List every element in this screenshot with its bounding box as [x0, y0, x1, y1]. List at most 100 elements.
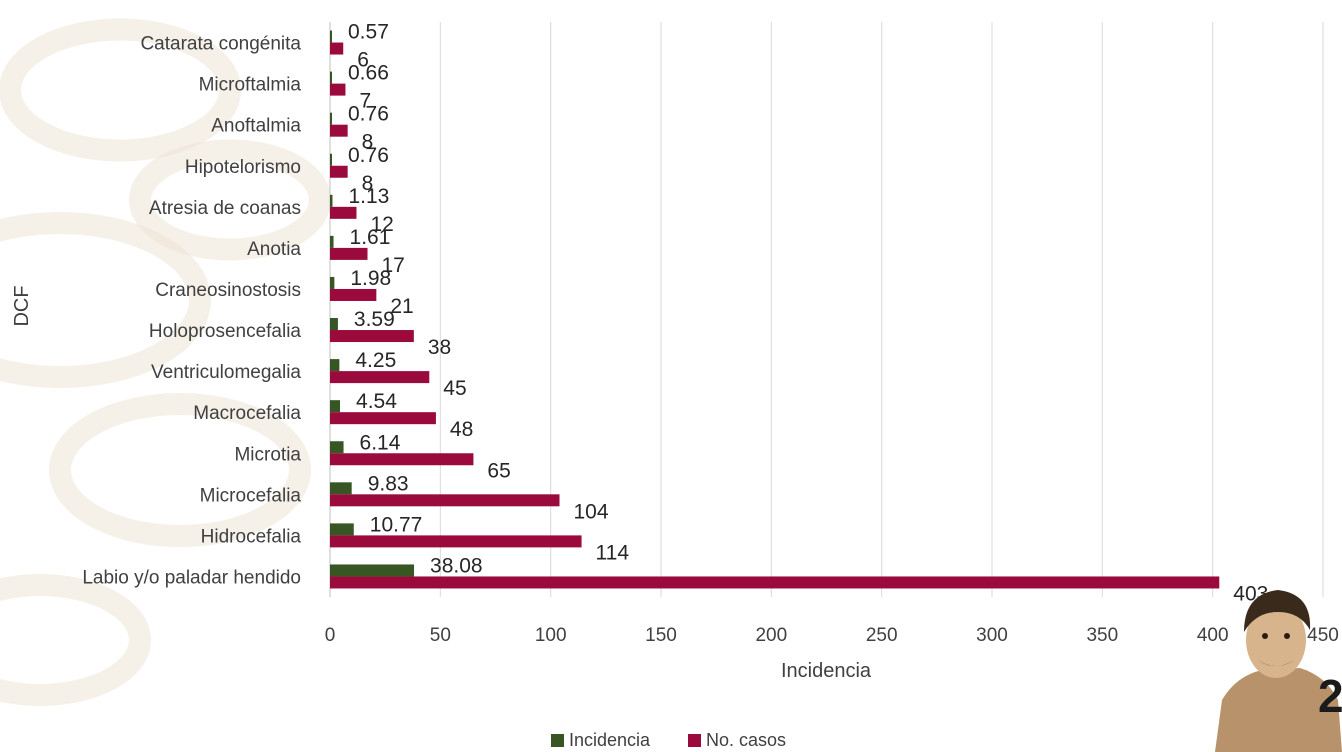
data-label-no-casos: 8 [362, 172, 374, 195]
bar-incidencia [330, 194, 333, 207]
category-label: Anotia [247, 239, 301, 260]
category-label: Craneosinostosis [155, 280, 301, 301]
bar-no-casos [330, 247, 368, 260]
bar-no-casos [330, 124, 348, 137]
category-label: Holoprosencefalia [149, 321, 302, 342]
portrait-mustache [1258, 660, 1294, 666]
category-label: Catarata congénita [140, 34, 301, 55]
x-tick-label: 50 [430, 625, 451, 646]
watermark-shape [0, 212, 211, 388]
category-label: Microtia [234, 444, 301, 465]
data-label-incidencia: 0.76 [348, 103, 389, 126]
legend: Incidencia No. casos [551, 730, 786, 750]
category-label: Atresia de coanas [149, 198, 301, 219]
portrait-face [1246, 602, 1306, 678]
category-label: Hidrocefalia [201, 526, 302, 547]
category-label: Anoftalmia [211, 116, 301, 137]
category-label: Hipotelorismo [185, 157, 301, 178]
bar-incidencia [330, 441, 344, 454]
watermark-shape [129, 139, 331, 261]
logo-number: 2 [1318, 670, 1342, 722]
data-label-no-casos: 65 [487, 459, 510, 482]
portrait-eye [1262, 633, 1268, 639]
bar-incidencia [330, 564, 415, 577]
category-label: Macrocefalia [193, 403, 301, 424]
bar-incidencia [330, 30, 332, 43]
portrait-shoulders [1215, 668, 1342, 752]
bar-incidencia [330, 318, 338, 331]
data-label-no-casos: 6 [357, 49, 369, 72]
category-label: Microcefalia [200, 485, 302, 506]
bar-incidencia [330, 71, 332, 84]
category-label: Ventriculomegalia [151, 362, 301, 383]
data-label-no-casos: 114 [596, 541, 630, 564]
legend-label: Incidencia [569, 730, 651, 750]
data-label-no-casos: 21 [390, 295, 413, 318]
x-tick-label: 400 [1197, 625, 1229, 646]
data-label-incidencia: 3.59 [354, 308, 395, 331]
bar-no-casos [330, 206, 357, 219]
category-label: Labio y/o paladar hendido [82, 567, 301, 588]
bar-no-casos [330, 288, 377, 301]
bar-no-casos [330, 330, 414, 343]
data-label-incidencia: 9.83 [368, 472, 409, 495]
y-axis-title: DCF [11, 285, 33, 326]
bar-incidencia [330, 153, 332, 166]
data-label-incidencia: 4.25 [355, 349, 396, 372]
data-label-incidencia: 0.66 [348, 62, 389, 85]
x-axis-title: Incidencia [781, 660, 872, 682]
bar-incidencia [330, 276, 335, 289]
bars [330, 30, 1220, 589]
category-label: Microftalmia [199, 75, 302, 96]
data-label-incidencia: 1.61 [350, 226, 391, 249]
bar-no-casos [330, 371, 430, 384]
bar-incidencia [330, 482, 352, 495]
bar-incidencia [330, 359, 340, 372]
data-label-no-casos: 17 [382, 254, 405, 277]
data-label-incidencia: 1.98 [350, 267, 391, 290]
x-tick-label: 250 [866, 625, 898, 646]
bar-incidencia [330, 112, 332, 125]
bar-no-casos [330, 412, 436, 425]
portrait-hair [1244, 590, 1311, 632]
data-label-incidencia: 0.57 [348, 21, 389, 44]
x-tick-label: 350 [1086, 625, 1118, 646]
bar-no-casos [330, 535, 582, 548]
portrait-eye [1284, 633, 1290, 639]
portrait-logo: 2 [1215, 590, 1342, 752]
data-label-incidencia: 6.14 [360, 431, 401, 454]
labels: 0 50 100 150 200 250 300 350 400 450 Labio y/o pal… [82, 21, 1339, 646]
x-tick-label: 450 [1307, 625, 1339, 646]
data-label-incidencia: 4.54 [356, 390, 397, 413]
data-label-incidencia: 0.76 [348, 144, 389, 167]
data-label-no-casos: 104 [573, 500, 608, 523]
watermark-shape [0, 574, 151, 706]
bar-incidencia [330, 235, 334, 248]
bar-no-casos [330, 83, 346, 96]
watermark-shape [0, 18, 241, 162]
legend-label: No. casos [706, 730, 786, 750]
x-tick-label: 150 [645, 625, 677, 646]
data-label-no-casos: 48 [450, 418, 473, 441]
data-label-no-casos: 12 [370, 213, 393, 236]
bar-incidencia [330, 400, 341, 413]
bar-no-casos [330, 165, 348, 178]
legend-swatch [688, 734, 701, 747]
data-label-no-casos: 7 [359, 90, 371, 113]
bar-no-casos [330, 453, 474, 466]
data-label-incidencia: 10.77 [370, 513, 423, 536]
data-label-no-casos: 38 [428, 336, 451, 359]
watermark-shape [49, 393, 311, 547]
data-label-incidencia: 38.08 [430, 554, 483, 577]
bar-no-casos [330, 42, 344, 55]
bar-incidencia [330, 523, 354, 536]
gridlines [329, 22, 1324, 597]
x-tick-label: 0 [325, 625, 336, 646]
bar-no-casos [330, 494, 560, 507]
bar-no-casos [330, 576, 1220, 589]
legend-swatch [551, 734, 564, 747]
data-label-no-casos: 8 [362, 131, 374, 154]
data-label-incidencia: 1.13 [348, 185, 389, 208]
